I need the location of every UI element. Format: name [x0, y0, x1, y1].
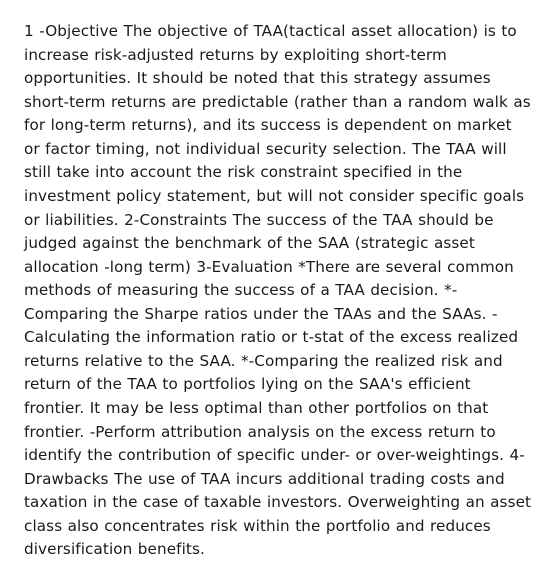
document-body: 1 -Objective The objective of TAA(tactic… [24, 20, 532, 562]
